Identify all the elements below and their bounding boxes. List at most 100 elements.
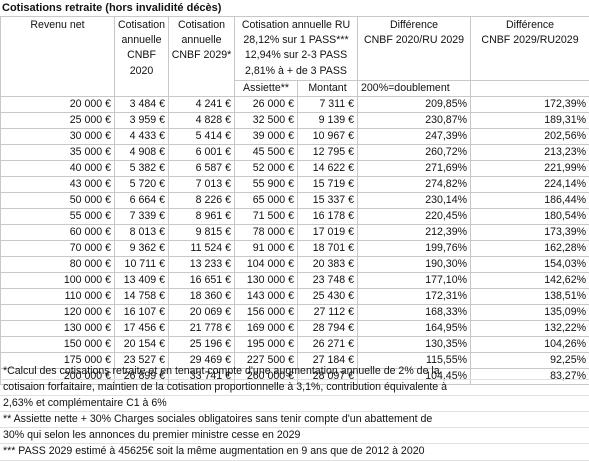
diff-2020-cell: 212,39% (358, 224, 471, 240)
diff-2020-cell: 172,31% (358, 288, 471, 304)
diff-2029-cell: 224,14% (471, 176, 589, 192)
assiette-cell: 71 500 € (235, 208, 298, 224)
table-row: 25 000 €3 959 €4 828 €32 500 €9 139 €230… (1, 112, 589, 128)
cnbf-2020-cell: 16 107 € (115, 304, 169, 320)
footnotes: *Calcul des cotisations retraite et en t… (0, 364, 589, 461)
cnbf-2029-cell: 4 241 € (169, 96, 235, 112)
footnote-line: cotisaion forfaitaire, maintien de la co… (0, 380, 589, 396)
cnbf-2029-cell: 4 828 € (169, 112, 235, 128)
diff-2029-cell: 142,62% (471, 272, 589, 288)
revenu-cell: 130 000 € (1, 320, 115, 336)
revenu-cell: 40 000 € (1, 160, 115, 176)
cnbf-2029-cell: 6 587 € (169, 160, 235, 176)
cnbf-2020-cell: 3 484 € (115, 96, 169, 112)
montant-cell: 27 112 € (298, 304, 358, 320)
cnbf-2029-cell: 7 013 € (169, 176, 235, 192)
revenu-cell: 80 000 € (1, 256, 115, 272)
cnbf-2020-cell: 17 456 € (115, 320, 169, 336)
diff-2020-cell: 230,87% (358, 112, 471, 128)
header-ru: Cotisation annuelle RU 28,12% sur 1 PASS… (235, 17, 358, 81)
montant-cell: 16 178 € (298, 208, 358, 224)
header-row: Revenu net Cotisation annuelle CNBF 2020… (1, 17, 589, 81)
cnbf-2029-cell: 8 226 € (169, 192, 235, 208)
assiette-cell: 45 500 € (235, 144, 298, 160)
cnbf-2029-cell: 13 233 € (169, 256, 235, 272)
revenu-cell: 20 000 € (1, 96, 115, 112)
header-empty (471, 80, 589, 96)
cnbf-2020-cell: 5 382 € (115, 160, 169, 176)
table-row: 100 000 €13 409 €16 651 €130 000 €23 748… (1, 272, 589, 288)
diff-2029-cell: 173,39% (471, 224, 589, 240)
table-row: 60 000 €8 013 €9 815 €78 000 €17 019 €21… (1, 224, 589, 240)
table-row: 80 000 €10 711 €13 233 €104 000 €20 383 … (1, 256, 589, 272)
diff-2029-cell: 172,39% (471, 96, 589, 112)
montant-cell: 20 383 € (298, 256, 358, 272)
diff-2020-cell: 199,76% (358, 240, 471, 256)
table-row: 43 000 €5 720 €7 013 €55 900 €15 719 €27… (1, 176, 589, 192)
table-row: 20 000 €3 484 €4 241 €26 000 €7 311 €209… (1, 96, 589, 112)
header-cnbf-2029: Cotisation annuelle CNBF 2029* (169, 17, 235, 97)
diff-2029-cell: 132,22% (471, 320, 589, 336)
header-diff-2029: Différence CNBF 2029/RU2029 (471, 17, 589, 81)
revenu-cell: 35 000 € (1, 144, 115, 160)
assiette-cell: 52 000 € (235, 160, 298, 176)
diff-2029-cell: 138,51% (471, 288, 589, 304)
revenu-cell: 110 000 € (1, 288, 115, 304)
montant-cell: 23 748 € (298, 272, 358, 288)
assiette-cell: 65 000 € (235, 192, 298, 208)
header-doublement: 200%=doublement (358, 80, 471, 96)
montant-cell: 15 337 € (298, 192, 358, 208)
sheet-title: Cotisations retraite (hors invalidité dé… (2, 0, 221, 16)
assiette-cell: 169 000 € (235, 320, 298, 336)
cnbf-2029-cell: 11 524 € (169, 240, 235, 256)
montant-cell: 7 311 € (298, 96, 358, 112)
diff-2029-cell: 180,54% (471, 208, 589, 224)
assiette-cell: 195 000 € (235, 336, 298, 352)
assiette-cell: 91 000 € (235, 240, 298, 256)
table-row: 55 000 €7 339 €8 961 €71 500 €16 178 €22… (1, 208, 589, 224)
cnbf-2020-cell: 4 908 € (115, 144, 169, 160)
revenu-cell: 43 000 € (1, 176, 115, 192)
footnote-line: 2,63% et complémentaire C1 à 6% (0, 396, 589, 412)
assiette-cell: 130 000 € (235, 272, 298, 288)
footnote-line: *** PASS 2029 estimé à 45625€ soit la mê… (0, 444, 589, 460)
cnbf-2029-cell: 16 651 € (169, 272, 235, 288)
assiette-cell: 143 000 € (235, 288, 298, 304)
diff-2020-cell: 247,39% (358, 128, 471, 144)
cnbf-2029-cell: 20 069 € (169, 304, 235, 320)
diff-2029-cell: 213,23% (471, 144, 589, 160)
cnbf-2020-cell: 13 409 € (115, 272, 169, 288)
assiette-cell: 32 500 € (235, 112, 298, 128)
montant-cell: 26 271 € (298, 336, 358, 352)
cnbf-2029-cell: 25 196 € (169, 336, 235, 352)
assiette-cell: 26 000 € (235, 96, 298, 112)
table-row: 50 000 €6 664 €8 226 €65 000 €15 337 €23… (1, 192, 589, 208)
assiette-cell: 78 000 € (235, 224, 298, 240)
montant-cell: 10 967 € (298, 128, 358, 144)
cnbf-2020-cell: 9 362 € (115, 240, 169, 256)
montant-cell: 15 719 € (298, 176, 358, 192)
cnbf-2029-cell: 5 414 € (169, 128, 235, 144)
revenu-cell: 120 000 € (1, 304, 115, 320)
assiette-cell: 104 000 € (235, 256, 298, 272)
diff-2020-cell: 230,14% (358, 192, 471, 208)
revenu-cell: 150 000 € (1, 336, 115, 352)
revenu-cell: 100 000 € (1, 272, 115, 288)
cnbf-2029-cell: 8 961 € (169, 208, 235, 224)
table-row: 30 000 €4 433 €5 414 €39 000 €10 967 €24… (1, 128, 589, 144)
cnbf-2020-cell: 20 154 € (115, 336, 169, 352)
diff-2029-cell: 104,26% (471, 336, 589, 352)
table-row: 130 000 €17 456 €21 778 €169 000 €28 794… (1, 320, 589, 336)
header-revenu: Revenu net (1, 17, 115, 97)
diff-2029-cell: 154,03% (471, 256, 589, 272)
table-row: 35 000 €4 908 €6 001 €45 500 €12 795 €26… (1, 144, 589, 160)
revenu-cell: 25 000 € (1, 112, 115, 128)
cnbf-2020-cell: 6 664 € (115, 192, 169, 208)
revenu-cell: 55 000 € (1, 208, 115, 224)
diff-2020-cell: 260,72% (358, 144, 471, 160)
montant-cell: 12 795 € (298, 144, 358, 160)
diff-2020-cell: 274,82% (358, 176, 471, 192)
cnbf-2020-cell: 3 959 € (115, 112, 169, 128)
diff-2029-cell: 186,44% (471, 192, 589, 208)
